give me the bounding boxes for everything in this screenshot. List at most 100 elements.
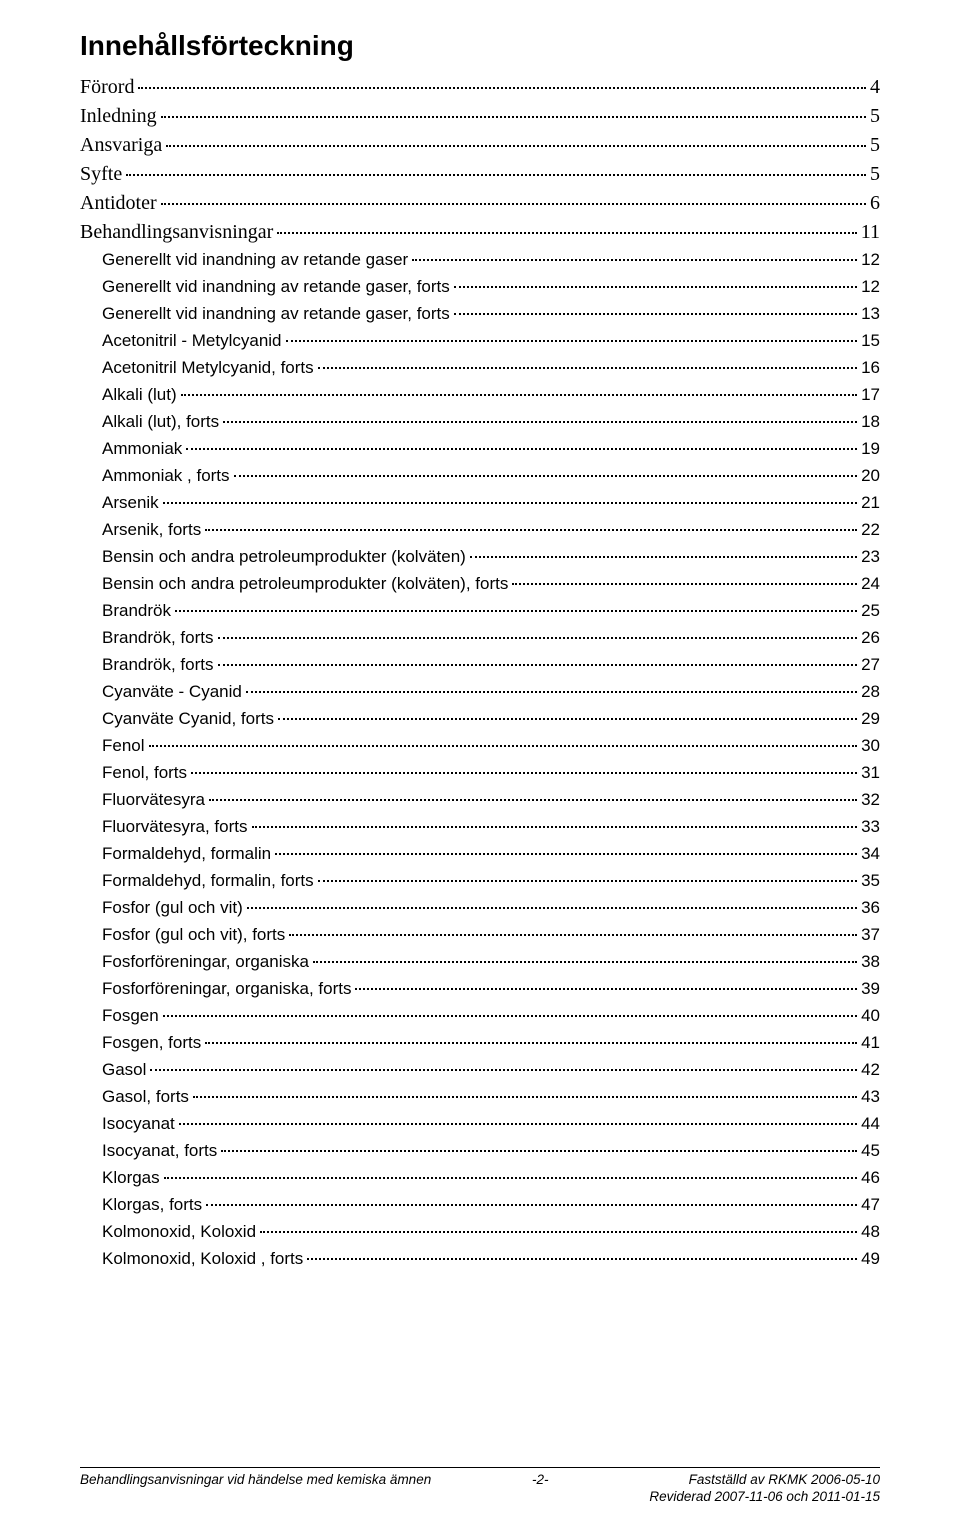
toc-entry: Arsenik, forts22	[80, 520, 880, 540]
toc-entry: Behandlingsanvisningar11	[80, 221, 880, 244]
table-of-contents: Förord4Inledning5Ansvariga5Syfte5Antidot…	[80, 76, 880, 1269]
toc-entry-label: Arsenik	[102, 493, 159, 513]
toc-entry: Fluorvätesyra32	[80, 790, 880, 810]
toc-entry-page: 46	[861, 1168, 880, 1188]
toc-entry-label: Cyanväte - Cyanid	[102, 682, 242, 702]
toc-entry: Fenol, forts 31	[80, 763, 880, 783]
toc-entry-page: 26	[861, 628, 880, 648]
page-title: Innehållsförteckning	[80, 30, 880, 62]
toc-entry-label: Fosgen	[102, 1006, 159, 1026]
toc-entry-page: 36	[861, 898, 880, 918]
toc-entry: Fenol30	[80, 736, 880, 756]
toc-entry: Generellt vid inandning av retande gaser…	[80, 277, 880, 297]
page-footer: Behandlingsanvisningar vid händelse med …	[80, 1467, 880, 1506]
toc-leader-dots	[166, 145, 866, 147]
toc-entry-label: Fenol, forts	[102, 763, 187, 783]
toc-leader-dots	[512, 583, 857, 585]
toc-entry-page: 17	[861, 385, 880, 405]
toc-entry: Fosfor (gul och vit) 36	[80, 898, 880, 918]
toc-entry-label: Brandrök	[102, 601, 171, 621]
toc-entry-page: 30	[861, 736, 880, 756]
toc-leader-dots	[278, 718, 857, 720]
toc-entry-label: Klorgas, forts	[102, 1195, 202, 1215]
toc-entry: Brandrök, forts27	[80, 655, 880, 675]
toc-leader-dots	[355, 988, 857, 990]
toc-leader-dots	[175, 610, 857, 612]
toc-entry-page: 5	[870, 163, 880, 186]
toc-entry-label: Formaldehyd, formalin	[102, 844, 271, 864]
toc-entry-page: 38	[861, 952, 880, 972]
toc-entry-label: Syfte	[80, 163, 122, 186]
toc-entry: Alkali (lut) 17	[80, 385, 880, 405]
document-page: Innehållsförteckning Förord4Inledning5An…	[0, 0, 960, 1522]
toc-entry: Bensin och andra petroleumprodukter (kol…	[80, 574, 880, 594]
toc-leader-dots	[412, 259, 857, 261]
toc-leader-dots	[150, 1069, 857, 1071]
footer-right-line2: Reviderad 2007-11-06 och 2011-01-15	[561, 1489, 880, 1506]
toc-entry-label: Gasol	[102, 1060, 146, 1080]
toc-leader-dots	[126, 174, 866, 176]
toc-entry-label: Antidoter	[80, 192, 157, 215]
toc-entry-label: Fosforföreningar, organiska, forts	[102, 979, 351, 999]
toc-entry-label: Acetonitril Metylcyanid, forts	[102, 358, 314, 378]
toc-entry-page: 5	[870, 105, 880, 128]
toc-leader-dots	[218, 637, 858, 639]
toc-entry-page: 11	[861, 221, 880, 244]
toc-entry-page: 20	[861, 466, 880, 486]
toc-entry-page: 41	[861, 1033, 880, 1053]
toc-leader-dots	[163, 1015, 857, 1017]
toc-leader-dots	[205, 1042, 857, 1044]
toc-leader-dots	[205, 529, 857, 531]
toc-entry: Formaldehyd, formalin34	[80, 844, 880, 864]
toc-entry-page: 13	[861, 304, 880, 324]
toc-entry-page: 18	[861, 412, 880, 432]
footer-right-block: Fastställd av RKMK 2006-05-10 Reviderad …	[561, 1472, 880, 1506]
toc-entry: Gasol, forts43	[80, 1087, 880, 1107]
toc-leader-dots	[252, 826, 858, 828]
toc-leader-dots	[193, 1096, 857, 1098]
toc-leader-dots	[454, 313, 857, 315]
toc-entry-page: 44	[861, 1114, 880, 1134]
toc-leader-dots	[234, 475, 858, 477]
toc-entry: Ammoniak , forts 20	[80, 466, 880, 486]
toc-entry: Brandrök, forts26	[80, 628, 880, 648]
toc-entry-page: 19	[861, 439, 880, 459]
toc-leader-dots	[218, 664, 858, 666]
toc-entry-label: Alkali (lut)	[102, 385, 177, 405]
toc-entry-label: Förord	[80, 76, 134, 99]
toc-leader-dots	[260, 1231, 857, 1233]
toc-entry-label: Fosfor (gul och vit)	[102, 898, 243, 918]
toc-leader-dots	[138, 87, 866, 89]
toc-entry: Formaldehyd, formalin, forts 35	[80, 871, 880, 891]
toc-entry-page: 21	[861, 493, 880, 513]
toc-entry: Cyanväte Cyanid, forts29	[80, 709, 880, 729]
toc-leader-dots	[470, 556, 857, 558]
toc-entry-label: Arsenik, forts	[102, 520, 201, 540]
footer-page-number: -2-	[520, 1472, 561, 1487]
toc-entry: Isocyanat44	[80, 1114, 880, 1134]
toc-entry: Syfte 5	[80, 163, 880, 186]
toc-entry-page: 39	[861, 979, 880, 999]
toc-entry-label: Ammoniak	[102, 439, 182, 459]
toc-entry: Ammoniak 19	[80, 439, 880, 459]
toc-entry: Acetonitril - Metylcyanid15	[80, 331, 880, 351]
toc-entry-page: 37	[861, 925, 880, 945]
toc-entry-label: Formaldehyd, formalin, forts	[102, 871, 314, 891]
toc-entry-page: 35	[861, 871, 880, 891]
toc-entry-label: Generellt vid inandning av retande gaser…	[102, 304, 450, 324]
toc-entry-label: Ammoniak , forts	[102, 466, 230, 486]
toc-leader-dots	[209, 799, 857, 801]
toc-entry-page: 28	[861, 682, 880, 702]
toc-entry: Gasol 42	[80, 1060, 880, 1080]
toc-entry-page: 31	[861, 763, 880, 783]
toc-entry-label: Acetonitril - Metylcyanid	[102, 331, 282, 351]
toc-entry-page: 49	[861, 1249, 880, 1269]
toc-entry-page: 42	[861, 1060, 880, 1080]
toc-entry: Fosforföreningar, organiska38	[80, 952, 880, 972]
toc-entry-page: 45	[861, 1141, 880, 1161]
toc-leader-dots	[186, 448, 857, 450]
toc-entry-page: 12	[861, 277, 880, 297]
toc-entry: Antidoter6	[80, 192, 880, 215]
toc-entry-label: Generellt vid inandning av retande gaser…	[102, 277, 450, 297]
toc-entry: Isocyanat, forts45	[80, 1141, 880, 1161]
